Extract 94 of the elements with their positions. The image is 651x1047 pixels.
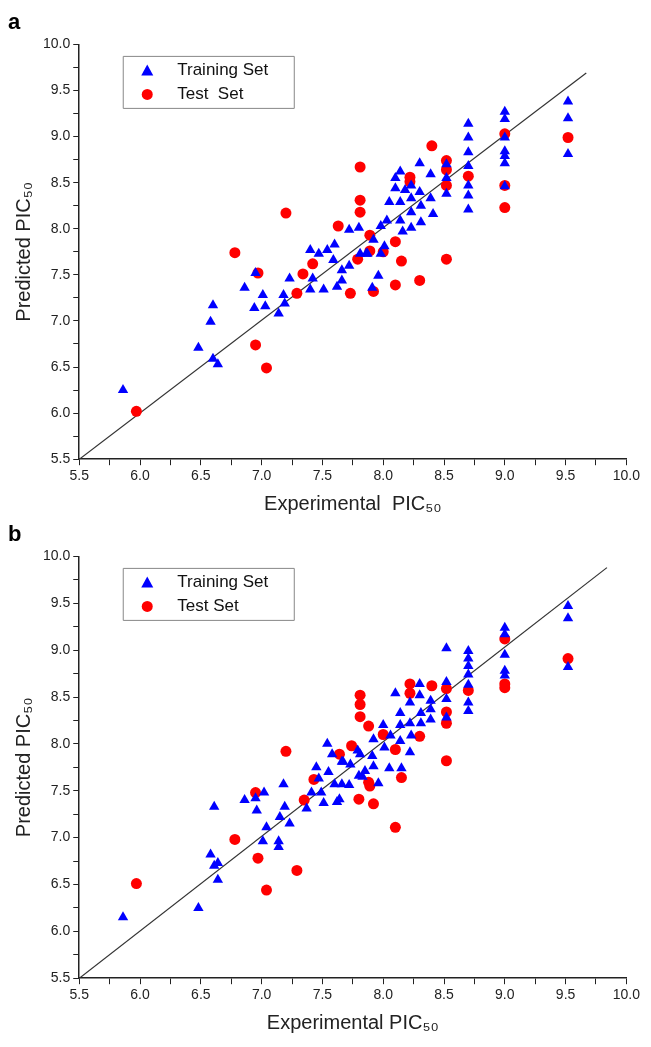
chart-title: b: [8, 521, 22, 547]
point: [363, 720, 375, 732]
point: [291, 287, 303, 299]
legend-label: Test Set: [177, 596, 239, 616]
x-tick-label: 8.5: [434, 986, 454, 1003]
point: [426, 680, 438, 692]
point: [367, 798, 379, 810]
point: [354, 161, 366, 173]
point: [291, 864, 303, 876]
y-axis-title: Predicted PIC₅₀: [11, 181, 34, 322]
point: [440, 253, 452, 265]
y-tick-label: 8.0: [50, 219, 71, 236]
point: [499, 202, 511, 214]
x-tick-label: 8.0: [373, 467, 394, 484]
point: [562, 132, 574, 143]
y-tick-label: 7.0: [50, 828, 71, 845]
y-tick-label: 9.5: [50, 594, 71, 611]
x-tick-label: 7.5: [312, 986, 333, 1003]
x-tick-label: 7.0: [251, 467, 272, 484]
point: [354, 206, 366, 218]
point: [354, 699, 366, 710]
y-tick-label: 10.0: [43, 547, 71, 564]
point: [395, 772, 407, 784]
x-tick-label: 5.5: [69, 986, 90, 1003]
x-tick-label: 10.0: [612, 467, 641, 484]
x-tick-label: 6.0: [130, 986, 150, 1003]
point: [377, 728, 389, 740]
point: [307, 258, 319, 270]
point: [395, 255, 407, 267]
x-tick-label: 9.0: [495, 986, 515, 1003]
x-tick-label: 6.5: [191, 467, 211, 484]
y-tick-label: 7.5: [50, 781, 71, 798]
y-tick-label: 7.5: [50, 265, 71, 282]
y-tick-label: 5.5: [50, 969, 71, 986]
point: [229, 247, 241, 259]
x-tick-label: 8.5: [434, 467, 454, 484]
x-tick-label: 8.0: [373, 986, 394, 1003]
point: [353, 793, 365, 805]
point: [354, 711, 366, 723]
x-axis-title: Experimental PIC₅₀: [264, 491, 442, 514]
point: [297, 268, 309, 280]
point: [260, 884, 272, 896]
y-tick-label: 5.5: [50, 450, 71, 467]
x-tick-label: 5.5: [69, 467, 90, 484]
point: [298, 794, 310, 806]
point: [130, 405, 142, 417]
legend-label: Test Set: [177, 84, 244, 104]
y-tick-label: 7.0: [50, 311, 71, 328]
y-tick-label: 6.0: [50, 403, 71, 420]
y-axis-title: Predicted PIC₅₀: [11, 697, 34, 838]
point: [389, 236, 401, 248]
x-tick-label: 9.5: [555, 986, 576, 1003]
point: [389, 743, 401, 755]
point: [414, 730, 426, 742]
point: [354, 194, 366, 206]
x-tick-label: 6.5: [191, 986, 211, 1003]
y-tick-label: 6.5: [50, 357, 71, 374]
point: [426, 140, 438, 152]
point: [404, 687, 416, 699]
point: [462, 170, 474, 182]
chart-title: a: [8, 9, 21, 35]
point: [252, 852, 264, 864]
x-axis-title: Experimental PIC₅₀: [266, 1010, 439, 1033]
x-tick-label: 6.0: [130, 467, 150, 484]
x-tick-label: 10.0: [612, 986, 641, 1003]
y-tick-label: 9.0: [50, 127, 71, 144]
point: [280, 207, 292, 219]
legend-label: Training Set: [177, 60, 269, 80]
y-tick-label: 8.5: [50, 173, 71, 190]
point: [229, 833, 241, 845]
point: [344, 287, 356, 299]
point: [562, 653, 574, 665]
point: [250, 339, 262, 351]
point: [280, 745, 292, 757]
point: [389, 279, 401, 291]
legend-label: Training Set: [177, 572, 269, 592]
y-tick-label: 8.0: [50, 734, 71, 751]
x-tick-label: 9.0: [495, 467, 515, 484]
y-tick-label: 6.5: [50, 875, 71, 892]
point: [332, 220, 344, 232]
point: [260, 362, 272, 374]
x-tick-label: 7.0: [251, 986, 272, 1003]
y-tick-label: 9.0: [50, 640, 71, 657]
point: [440, 755, 452, 767]
y-tick-label: 8.5: [50, 687, 71, 704]
point: [130, 878, 142, 890]
x-tick-label: 9.5: [555, 467, 576, 484]
y-tick-label: 6.0: [50, 922, 71, 939]
x-tick-label: 7.5: [312, 467, 333, 484]
y-tick-label: 9.5: [50, 81, 71, 98]
y-tick-label: 10.0: [43, 35, 71, 52]
point: [389, 821, 401, 833]
point: [414, 274, 426, 286]
point: [346, 740, 358, 752]
